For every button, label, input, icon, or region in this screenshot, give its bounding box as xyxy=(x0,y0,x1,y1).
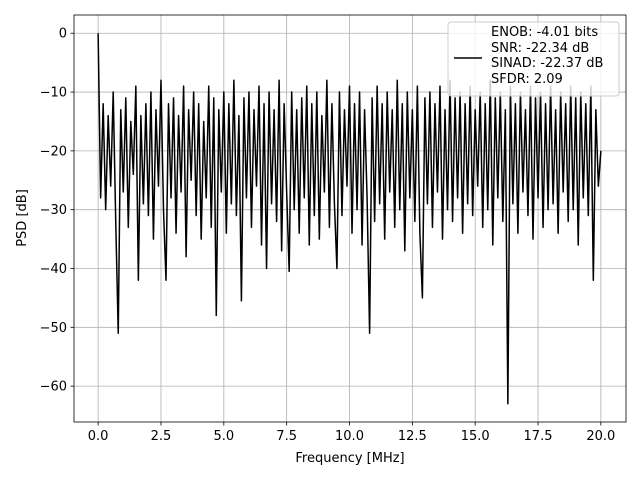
x-tick-label: 12.5 xyxy=(398,429,427,444)
x-tick-label: 5.0 xyxy=(213,429,234,444)
y-tick-label: 0 xyxy=(59,27,67,42)
x-tick-label: 0.0 xyxy=(88,429,109,444)
y-tick-label: −40 xyxy=(40,262,67,277)
x-tick-label: 7.5 xyxy=(276,429,297,444)
axes-frame xyxy=(73,14,627,423)
x-tick-label: 2.5 xyxy=(151,429,172,444)
x-tick-label: 15.0 xyxy=(461,429,490,444)
psd-line xyxy=(97,33,602,405)
x-tick-label: 17.5 xyxy=(524,429,553,444)
legend-label: ENOB: -4.01 bits SNR: -22.34 dB SINAD: -… xyxy=(491,25,604,87)
y-tick-label: −10 xyxy=(40,86,67,101)
y-tick-label: −20 xyxy=(40,144,67,159)
x-tick-label: 20.0 xyxy=(586,429,615,444)
x-tick-label: 10.0 xyxy=(335,429,364,444)
legend-box xyxy=(447,21,620,97)
x-axis-label: Frequency [MHz] xyxy=(295,451,404,466)
y-tick-label: −50 xyxy=(40,321,67,336)
y-tick-label: −60 xyxy=(40,380,67,395)
y-tick-label: −30 xyxy=(40,203,67,218)
y-axis-label: PSD [dB] xyxy=(15,189,30,247)
